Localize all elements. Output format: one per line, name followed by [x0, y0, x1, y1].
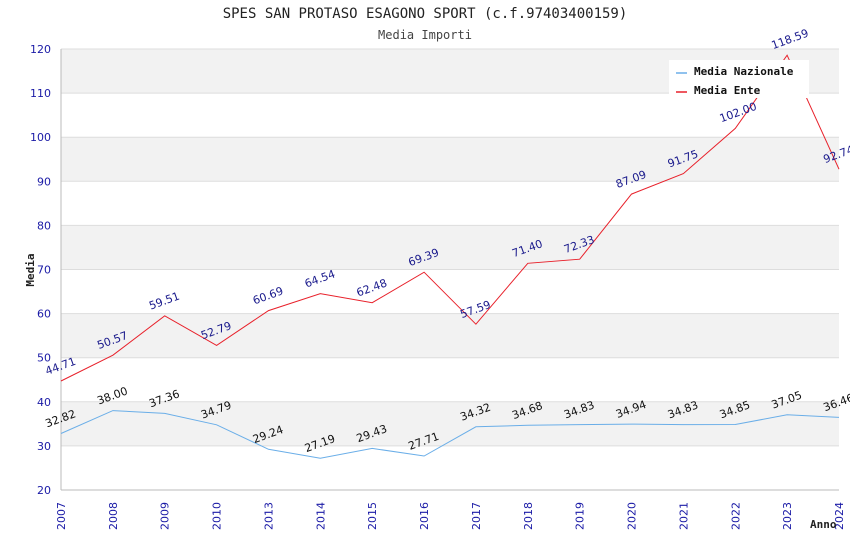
background-band: [61, 137, 839, 182]
background-band: [61, 401, 839, 446]
legend-label-media-nazionale: Media Nazionale: [694, 65, 794, 78]
chart-subtitle: Media Importi: [378, 28, 472, 42]
y-tick-label: 70: [37, 264, 51, 277]
x-tick-label: 2024: [833, 502, 846, 530]
y-tick-label: 50: [37, 352, 51, 365]
x-tick-label: 2009: [159, 502, 172, 530]
y-tick-label: 100: [30, 131, 51, 144]
data-label: 102.00: [718, 100, 759, 125]
series-line-media-nazionale: [60, 410, 840, 459]
x-tick-labels: 2007 2008 2009 2010 2013 2014 2015 2016 2017 2018…: [55, 502, 846, 530]
x-tick-label: 2021: [677, 502, 690, 530]
data-label: 118.59: [770, 27, 811, 52]
y-tick-label: 110: [30, 87, 51, 100]
x-tick-label: 2015: [366, 502, 379, 530]
y-tick-label: 30: [37, 440, 51, 453]
x-axis-label: Anno: [810, 518, 837, 531]
x-tick-label: 2013: [262, 502, 275, 530]
data-label: 59.51: [147, 290, 181, 313]
gridlines: [61, 48, 839, 491]
data-label: 64.54: [303, 267, 337, 290]
legend-box: [669, 60, 809, 98]
background-band: [61, 225, 839, 270]
y-tick-label: 20: [37, 484, 51, 497]
x-tick-label: 2010: [211, 502, 224, 530]
y-axis-label: Media: [24, 253, 37, 286]
series-line-media-ente: [60, 54, 840, 382]
chart-title: SPES SAN PROTASO ESAGONO SPORT (c.f.9740…: [223, 6, 628, 22]
series-lines: [60, 54, 840, 459]
x-tick-label: 2023: [781, 502, 794, 530]
data-label: 60.69: [251, 284, 285, 307]
axes: [60, 49, 839, 491]
y-tick-label: 40: [37, 396, 51, 409]
x-tick-label: 2007: [55, 502, 68, 530]
x-tick-label: 2018: [522, 502, 535, 530]
x-tick-label: 2008: [107, 502, 120, 530]
background-band: [61, 313, 839, 358]
y-tick-label: 90: [37, 175, 51, 188]
x-tick-label: 2020: [626, 502, 639, 530]
x-tick-label: 2017: [470, 502, 483, 530]
legend: Media Nazionale Media Ente: [669, 60, 809, 98]
y-tick-label: 120: [30, 43, 51, 56]
legend-label-media-ente: Media Ente: [694, 84, 761, 97]
x-tick-label: 2019: [574, 502, 587, 530]
y-tick-label: 80: [37, 219, 51, 232]
x-tick-label: 2014: [314, 502, 327, 530]
x-tick-label: 2016: [418, 502, 431, 530]
y-tick-labels: 20 30 40 50 60 70 80 90 100 110 120: [30, 43, 51, 497]
x-tick-label: 2022: [729, 502, 742, 530]
y-tick-label: 60: [37, 308, 51, 321]
background-bands: [61, 49, 839, 446]
